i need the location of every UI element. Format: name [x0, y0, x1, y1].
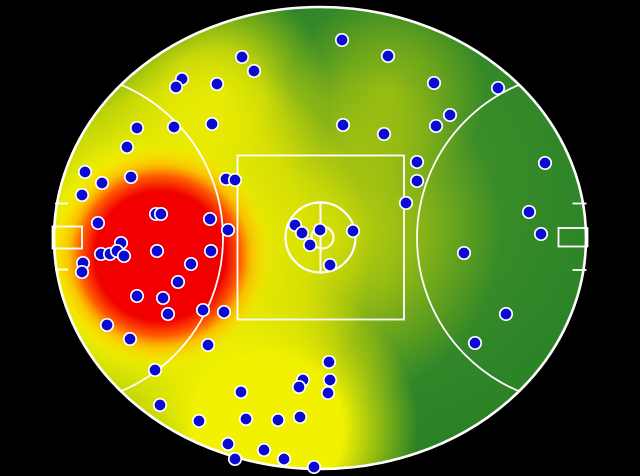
scatter-dot: [170, 274, 186, 290]
scatter-dot: [256, 442, 272, 458]
right-goal-square: [557, 227, 589, 248]
scatter-dot: [94, 175, 110, 191]
scatter-dot: [320, 385, 336, 401]
scatter-dot: [220, 222, 236, 238]
scatter-dot: [227, 451, 243, 467]
scatter-dot: [442, 107, 458, 123]
scatter-dot: [77, 164, 93, 180]
scatter-dot: [122, 331, 138, 347]
scatter-dot: [129, 288, 145, 304]
scatter-dots-layer: [74, 32, 553, 475]
scatter-dot: [74, 264, 90, 280]
scatter-dot: [409, 154, 425, 170]
scatter-dot: [312, 222, 328, 238]
scatter-dot: [123, 169, 139, 185]
left-goal-square: [51, 225, 83, 250]
scatter-dot: [321, 354, 337, 370]
scatter-dot: [426, 75, 442, 91]
scatter-dot: [74, 187, 90, 203]
scatter-dot: [99, 317, 115, 333]
scatter-dot: [220, 436, 236, 452]
scatter-dot: [238, 411, 254, 427]
scatter-dot: [270, 412, 286, 428]
scatter-dot: [168, 79, 184, 95]
scatter-dot: [537, 155, 553, 171]
scatter-dot: [234, 49, 250, 65]
scatter-dot: [322, 257, 338, 273]
scatter-dot: [334, 32, 350, 48]
scatter-dot: [322, 372, 338, 388]
scatter-dot: [204, 116, 220, 132]
scatter-dot: [294, 225, 310, 241]
scatter-dot: [498, 306, 514, 322]
scatter-dot: [129, 120, 145, 136]
scatter-dot: [306, 459, 322, 475]
scatter-dot: [200, 337, 216, 353]
scatter-dot: [380, 48, 396, 64]
scatter-dot: [119, 139, 135, 155]
scatter-dot: [246, 63, 262, 79]
scatter-dot: [195, 302, 211, 318]
scatter-dot: [147, 362, 163, 378]
scatter-dot: [490, 80, 506, 96]
scatter-dot: [533, 226, 549, 242]
scatter-dot: [166, 119, 182, 135]
scatter-dot: [345, 223, 361, 239]
scatter-dot: [90, 215, 106, 231]
scatter-dot: [149, 243, 165, 259]
scatter-dot: [467, 335, 483, 351]
scatter-dot: [292, 409, 308, 425]
scatter-dot: [153, 206, 169, 222]
scatter-dot: [116, 248, 132, 264]
scatter-dot: [398, 195, 414, 211]
scatter-dot: [152, 397, 168, 413]
scatter-dot: [521, 204, 537, 220]
scatter-dot: [155, 290, 171, 306]
scatter-dot: [191, 413, 207, 429]
scatter-dot: [428, 118, 444, 134]
scatter-dot: [291, 379, 307, 395]
scatter-dot: [376, 126, 392, 142]
scatter-dot: [202, 211, 218, 227]
scatter-dot: [456, 245, 472, 261]
scatter-dot: [183, 256, 199, 272]
scatter-dot: [216, 304, 232, 320]
scatter-dot: [409, 173, 425, 189]
scatter-dot: [203, 243, 219, 259]
scatter-dot: [276, 451, 292, 467]
scatter-dot: [160, 306, 176, 322]
scatter-dot: [209, 76, 225, 92]
scatter-dot: [233, 384, 249, 400]
center-square: [236, 154, 405, 321]
scatter-dot: [227, 172, 243, 188]
scatter-dot: [302, 237, 318, 253]
scatter-dot: [335, 117, 351, 133]
